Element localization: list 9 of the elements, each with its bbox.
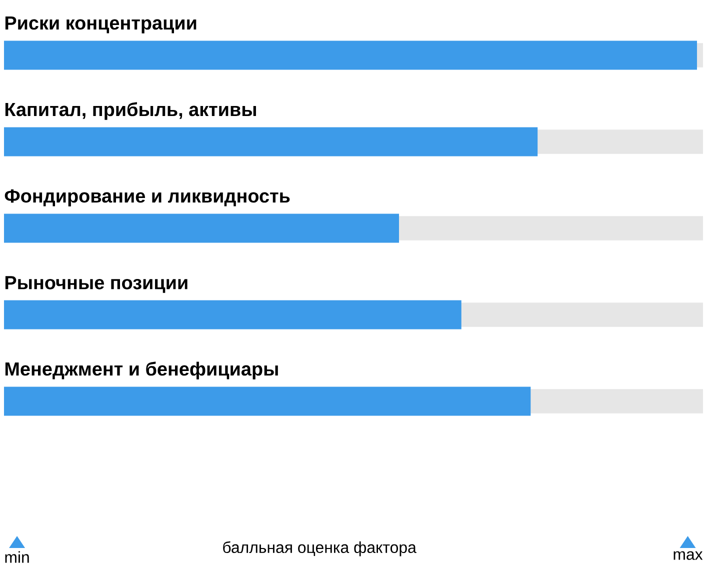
y-tick-label: Фондирование и ликвидность [4, 189, 290, 206]
text: max [674, 551, 703, 560]
y-tick-label: Рыночные позиции [5, 276, 188, 293]
bar [4, 40, 697, 70]
y-tick-label: Капитал, прибыль, активы [5, 102, 256, 120]
text: балльная оценка фактора [223, 541, 416, 556]
y-tick-label: Менеджмент и бенефициары [5, 362, 278, 380]
text: min [5, 551, 29, 563]
y-tick-label: Риски концентрации [5, 16, 196, 34]
